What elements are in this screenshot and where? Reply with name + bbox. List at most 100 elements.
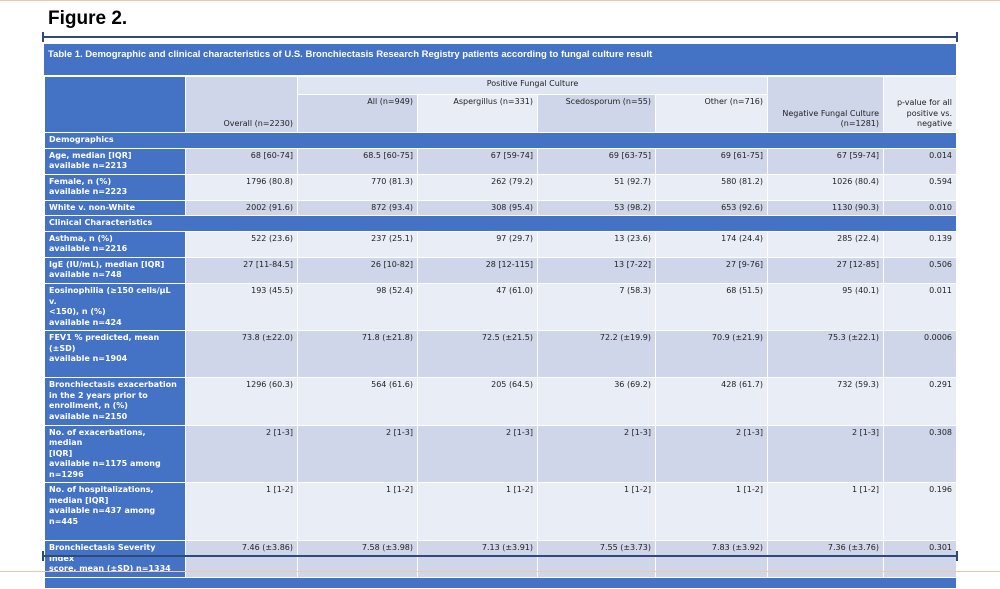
- row-label-line: IgE (IU/mL), median [IQR]: [49, 259, 165, 269]
- table-row: IgE (IU/mL), median [IQR] available n=748…: [44, 256, 957, 285]
- row-label-line: available n=437 among n=445: [49, 506, 156, 526]
- table-cell: 308 (95.4): [417, 199, 538, 217]
- table-cell: 2 [1-3]: [767, 424, 884, 484]
- table-cell: 0.308: [883, 424, 957, 484]
- table-cell: 27 [12-85]: [767, 256, 884, 285]
- row-label: Female, n (%) available n=2223: [44, 173, 186, 201]
- table-row: Age, median [IQR] available n=2213 68 [60-…: [44, 147, 957, 175]
- table-cell: 1130 (90.3): [767, 199, 884, 217]
- table-cell: 53 (98.2): [537, 199, 656, 217]
- table-cell: 69 [61-75]: [655, 147, 768, 175]
- row-label-line: available n=1904: [49, 354, 128, 364]
- row-label-line: White v. non-White: [49, 202, 136, 212]
- table-cell: 36 (69.2): [537, 377, 656, 426]
- row-label-line: enrollment, n (%): [49, 401, 128, 411]
- table-cell: 28 [12-115]: [417, 256, 538, 285]
- bottom-divider: [42, 551, 958, 561]
- row-label-line: No. of hospitalizations,: [49, 485, 154, 495]
- table-caption: Table 1. Demographic and clinical charac…: [44, 44, 956, 75]
- table-footer-bar: [44, 576, 957, 589]
- table-cell: 1 [1-2]: [767, 482, 884, 541]
- table-cell: 51 (92.7): [537, 173, 656, 201]
- table-cell: 1 [1-2]: [537, 482, 656, 541]
- table-cell: 174 (24.4): [655, 230, 768, 258]
- row-label-line: <150), n (%): [49, 307, 106, 317]
- table-cell: 1 [1-2]: [655, 482, 768, 541]
- row-label-line: Age, median [IQR]: [49, 150, 132, 160]
- table-cell: 0.196: [883, 482, 957, 541]
- row-label-line: Bronchiectasis exacerbation: [49, 380, 177, 390]
- table-cell: 0.014: [883, 147, 957, 175]
- table-row: No. of hospitalizations, median [IQR] avai…: [44, 482, 957, 541]
- table-cell: 0.0006: [883, 330, 957, 379]
- row-label-line: [49, 365, 181, 376]
- table-cell: 522 (23.6): [185, 230, 298, 258]
- table-cell: 1796 (80.8): [185, 173, 298, 201]
- row-label-line: available n=748: [49, 270, 122, 280]
- table-cell: 71.8 (±21.8): [297, 330, 418, 379]
- row-label-line: Bronchiectasis Severity Index: [49, 542, 156, 563]
- section-title: Demographics: [44, 132, 957, 149]
- table-cell: 26 [10-82]: [297, 256, 418, 285]
- table-cell: 13 [7-22]: [537, 256, 656, 285]
- bottom-border-rule: [0, 571, 1000, 572]
- table-cell: 2002 (91.6): [185, 199, 298, 217]
- table-cell: 68.5 [60-75]: [297, 147, 418, 175]
- section-header-row: Clinical Characteristics: [44, 215, 957, 232]
- row-label: No. of hospitalizations, median [IQR] avai…: [44, 482, 186, 541]
- table-cell: 69 [63-75]: [537, 147, 656, 175]
- table-row: Asthma, n (%) available n=2216 522 (23.6) 2…: [44, 230, 957, 258]
- row-label: No. of exacerbations, median [IQR] availab…: [44, 424, 186, 484]
- table-cell: 72.5 (±21.5): [417, 330, 538, 379]
- column-header: Negative Fungal Culture (n=1281): [767, 76, 884, 133]
- row-label: Asthma, n (%) available n=2216: [44, 230, 186, 258]
- table-cell: 73.8 (±22.0): [185, 330, 298, 379]
- table-cell: 70.9 (±21.9): [655, 330, 768, 379]
- table-cell: 68 [60-74]: [185, 147, 298, 175]
- table-cell: 205 (64.5): [417, 377, 538, 426]
- row-label: White v. non-White: [44, 199, 186, 217]
- header-corner-cell: [44, 76, 186, 133]
- table-row: Female, n (%) available n=2223 1796 (80.8)…: [44, 173, 957, 201]
- table-cell: 428 (61.7): [655, 377, 768, 426]
- table-cell: 2 [1-3]: [537, 424, 656, 484]
- row-label-line: available n=424: [49, 317, 122, 327]
- table-cell: 2 [1-3]: [185, 424, 298, 484]
- row-label: Eosinophilia (≥150 cells/µL v. <150), n (…: [44, 283, 186, 332]
- table-cell: 97 (29.7): [417, 230, 538, 258]
- top-divider: [42, 32, 958, 42]
- row-label: Bronchiectasis exacerbation in the 2 year…: [44, 377, 186, 426]
- row-label-line: Female, n (%): [49, 176, 112, 186]
- table-row: FEV1 % predicted, mean (±SD) available n=…: [44, 330, 957, 379]
- row-label-line: FEV1 % predicted, mean (±SD): [49, 333, 160, 353]
- table-cell: 1296 (60.3): [185, 377, 298, 426]
- row-label-line: available n=2213: [49, 161, 128, 171]
- column-header: All (n=949): [297, 94, 418, 133]
- table-cell: 770 (81.3): [297, 173, 418, 201]
- row-label-line: Eosinophilia (≥150 cells/µL v.: [49, 286, 171, 306]
- group-header-positive: Positive Fungal Culture: [297, 76, 768, 95]
- row-label-line: [49, 527, 181, 538]
- column-header: Other (n=716): [655, 94, 768, 133]
- table-cell: 2 [1-3]: [655, 424, 768, 484]
- table-cell: 1 [1-2]: [297, 482, 418, 541]
- row-label-line: available n=2223: [49, 187, 128, 197]
- header-row-columns: All (n=949) Aspergillus (n=331) Scedospo…: [45, 94, 957, 133]
- table-cell: 47 (61.0): [417, 283, 538, 332]
- section-header-row: Demographics: [44, 132, 957, 149]
- footer-bar-cell: [44, 576, 957, 589]
- column-header: Aspergillus (n=331): [417, 94, 538, 133]
- figure-title: Figure 2.: [48, 8, 128, 29]
- table-cell: 0.506: [883, 256, 957, 285]
- table-cell: 2 [1-3]: [417, 424, 538, 484]
- table-cell: 564 (61.6): [297, 377, 418, 426]
- row-label-line: available n=2150: [49, 411, 128, 421]
- table-cell: 0.139: [883, 230, 957, 258]
- top-border-rule: [0, 0, 1000, 1]
- table-row: Bronchiectasis exacerbation in the 2 year…: [44, 377, 957, 426]
- row-label-line: in the 2 years prior to: [49, 390, 148, 400]
- table-body: Overall (n=2230) Positive Fungal Culture…: [44, 76, 957, 589]
- table-cell: 67 [59-74]: [767, 147, 884, 175]
- row-label-line: [IQR]: [49, 448, 73, 458]
- characteristics-table: Overall (n=2230) Positive Fungal Culture…: [44, 76, 957, 589]
